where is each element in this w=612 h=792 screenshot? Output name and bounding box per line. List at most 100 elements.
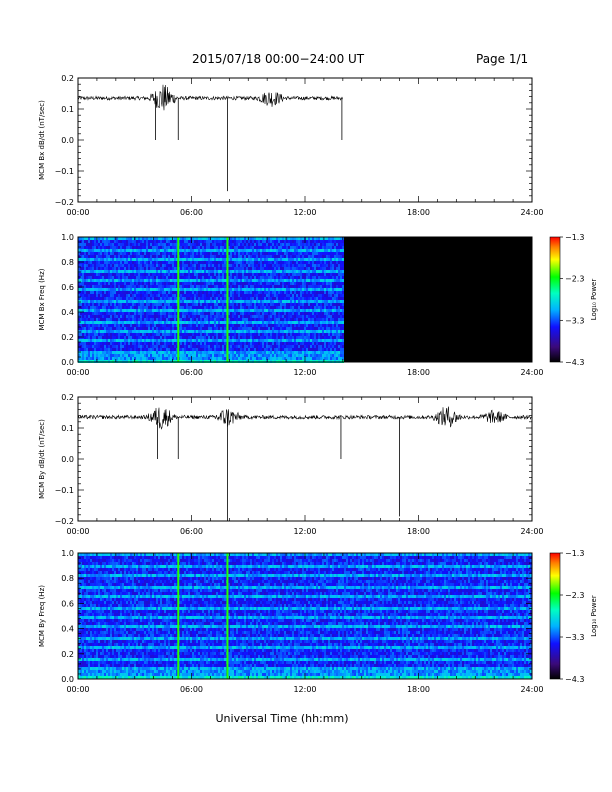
spectrogram-cell	[274, 321, 276, 324]
spectrogram-cell	[160, 258, 162, 261]
spectrogram-cell	[290, 303, 292, 306]
spectrogram-cell	[190, 294, 192, 297]
spectrogram-cell	[176, 357, 178, 360]
spectrogram-cell	[132, 354, 134, 357]
spectrogram-cell	[78, 288, 80, 291]
spectrogram-cell	[166, 324, 168, 327]
x-tick-label: 00:00	[66, 208, 89, 217]
spectrogram-cell	[122, 291, 124, 294]
spectrogram-cell	[124, 327, 126, 330]
spectrogram-cell	[210, 351, 212, 354]
spectrogram-cell	[184, 273, 186, 276]
spectrogram-cell	[288, 324, 290, 327]
spectrogram-cell	[138, 288, 140, 291]
spectrogram-cell	[278, 267, 280, 270]
spectrogram-cell	[112, 306, 114, 309]
spectrogram-cell	[272, 261, 274, 264]
spectrogram-cell	[82, 282, 84, 285]
spectrogram-cell	[214, 321, 216, 324]
spectrogram-cell	[138, 264, 140, 267]
spectrogram-cell	[92, 345, 94, 348]
spectrogram-cell	[274, 348, 276, 351]
spectrogram-cell	[180, 321, 182, 324]
spectrogram-cell	[200, 318, 202, 321]
spectrogram-cell	[240, 261, 242, 264]
spectrogram-cell	[204, 318, 206, 321]
spectrogram-cell	[124, 309, 126, 312]
spectrogram-cell	[228, 318, 230, 321]
spectrogram-cell	[190, 327, 192, 330]
spectrogram-cell	[148, 270, 150, 273]
spectrogram-cell	[202, 294, 204, 297]
spectrogram-cell	[202, 291, 204, 294]
spectrogram-cell	[262, 315, 264, 318]
spectrogram-cell	[196, 342, 198, 345]
spectrogram-cell	[160, 261, 162, 264]
spectrogram-cell	[138, 294, 140, 297]
spectrogram-cell	[248, 315, 250, 318]
spectrogram-cell	[152, 303, 154, 306]
spectrogram-cell	[168, 354, 170, 357]
spectrogram-cell	[284, 300, 286, 303]
spectrogram-cell	[292, 354, 294, 357]
spectrogram-cell	[186, 258, 188, 261]
spectrogram-cell	[256, 321, 258, 324]
spectrogram-cell	[94, 255, 96, 258]
spectrogram-cell	[158, 249, 160, 252]
spectrogram-cell	[202, 279, 204, 282]
spectrogram-cell	[278, 357, 280, 360]
spectrogram-cell	[104, 354, 106, 357]
spectrogram-cell	[284, 321, 286, 324]
spectrogram-cell	[302, 315, 304, 318]
spectrogram-cell	[130, 285, 132, 288]
spectrogram-cell	[230, 255, 232, 258]
spectrogram-cell	[186, 324, 188, 327]
spectrogram-cell	[134, 315, 136, 318]
spectrogram-cell	[192, 333, 194, 336]
spectrogram-cell	[80, 273, 82, 276]
spectrogram-cell	[98, 321, 100, 324]
spectrogram-cell	[272, 324, 274, 327]
spectrogram-cell	[146, 321, 148, 324]
spectrogram-cell	[112, 333, 114, 336]
spectrogram-cell	[272, 330, 274, 333]
spectrogram-cell	[82, 357, 84, 360]
spectrogram-cell	[286, 273, 288, 276]
spectrogram-cell	[260, 342, 262, 345]
spectrogram-cell	[306, 249, 308, 252]
spectrogram-cell	[84, 339, 86, 342]
spectrogram-cell	[188, 324, 190, 327]
spectrogram-cell	[290, 294, 292, 297]
spectrogram-cell	[264, 297, 266, 300]
spectrogram-cell	[246, 339, 248, 342]
spectrogram-cell	[196, 345, 198, 348]
spectrogram-cell	[302, 324, 304, 327]
spectrogram-cell	[270, 252, 272, 255]
x-tick-label: 12:00	[293, 208, 316, 217]
spectrogram-cell	[82, 351, 84, 354]
spectrogram-cell	[154, 288, 156, 291]
spectrogram-cell	[284, 333, 286, 336]
spectrogram-cell	[154, 333, 156, 336]
spectrogram-cell	[136, 243, 138, 246]
spectrogram-cell	[136, 261, 138, 264]
spectrogram-cell	[98, 243, 100, 246]
spectrogram-cell	[108, 288, 110, 291]
spectrogram-cell	[220, 276, 222, 279]
spectrogram-cell	[262, 267, 264, 270]
spectrogram-cell	[246, 306, 248, 309]
spectrogram-cell	[210, 321, 212, 324]
y-axis-label: MCM Bx dB/dt (nT/sec)	[38, 100, 46, 180]
spectrogram-cell	[190, 318, 192, 321]
spectrogram-cell	[82, 306, 84, 309]
spectrogram-cell	[302, 303, 304, 306]
spectrogram-cell	[272, 273, 274, 276]
spectrogram-cell	[172, 294, 174, 297]
spectrogram-cell	[90, 237, 92, 240]
spectrogram-cell	[170, 306, 172, 309]
spectrogram-cell	[250, 330, 252, 333]
spectrogram-cell	[150, 276, 152, 279]
spectrogram-cell	[128, 237, 130, 240]
spectrogram-cell	[228, 309, 230, 312]
spectrogram-cell	[172, 351, 174, 354]
